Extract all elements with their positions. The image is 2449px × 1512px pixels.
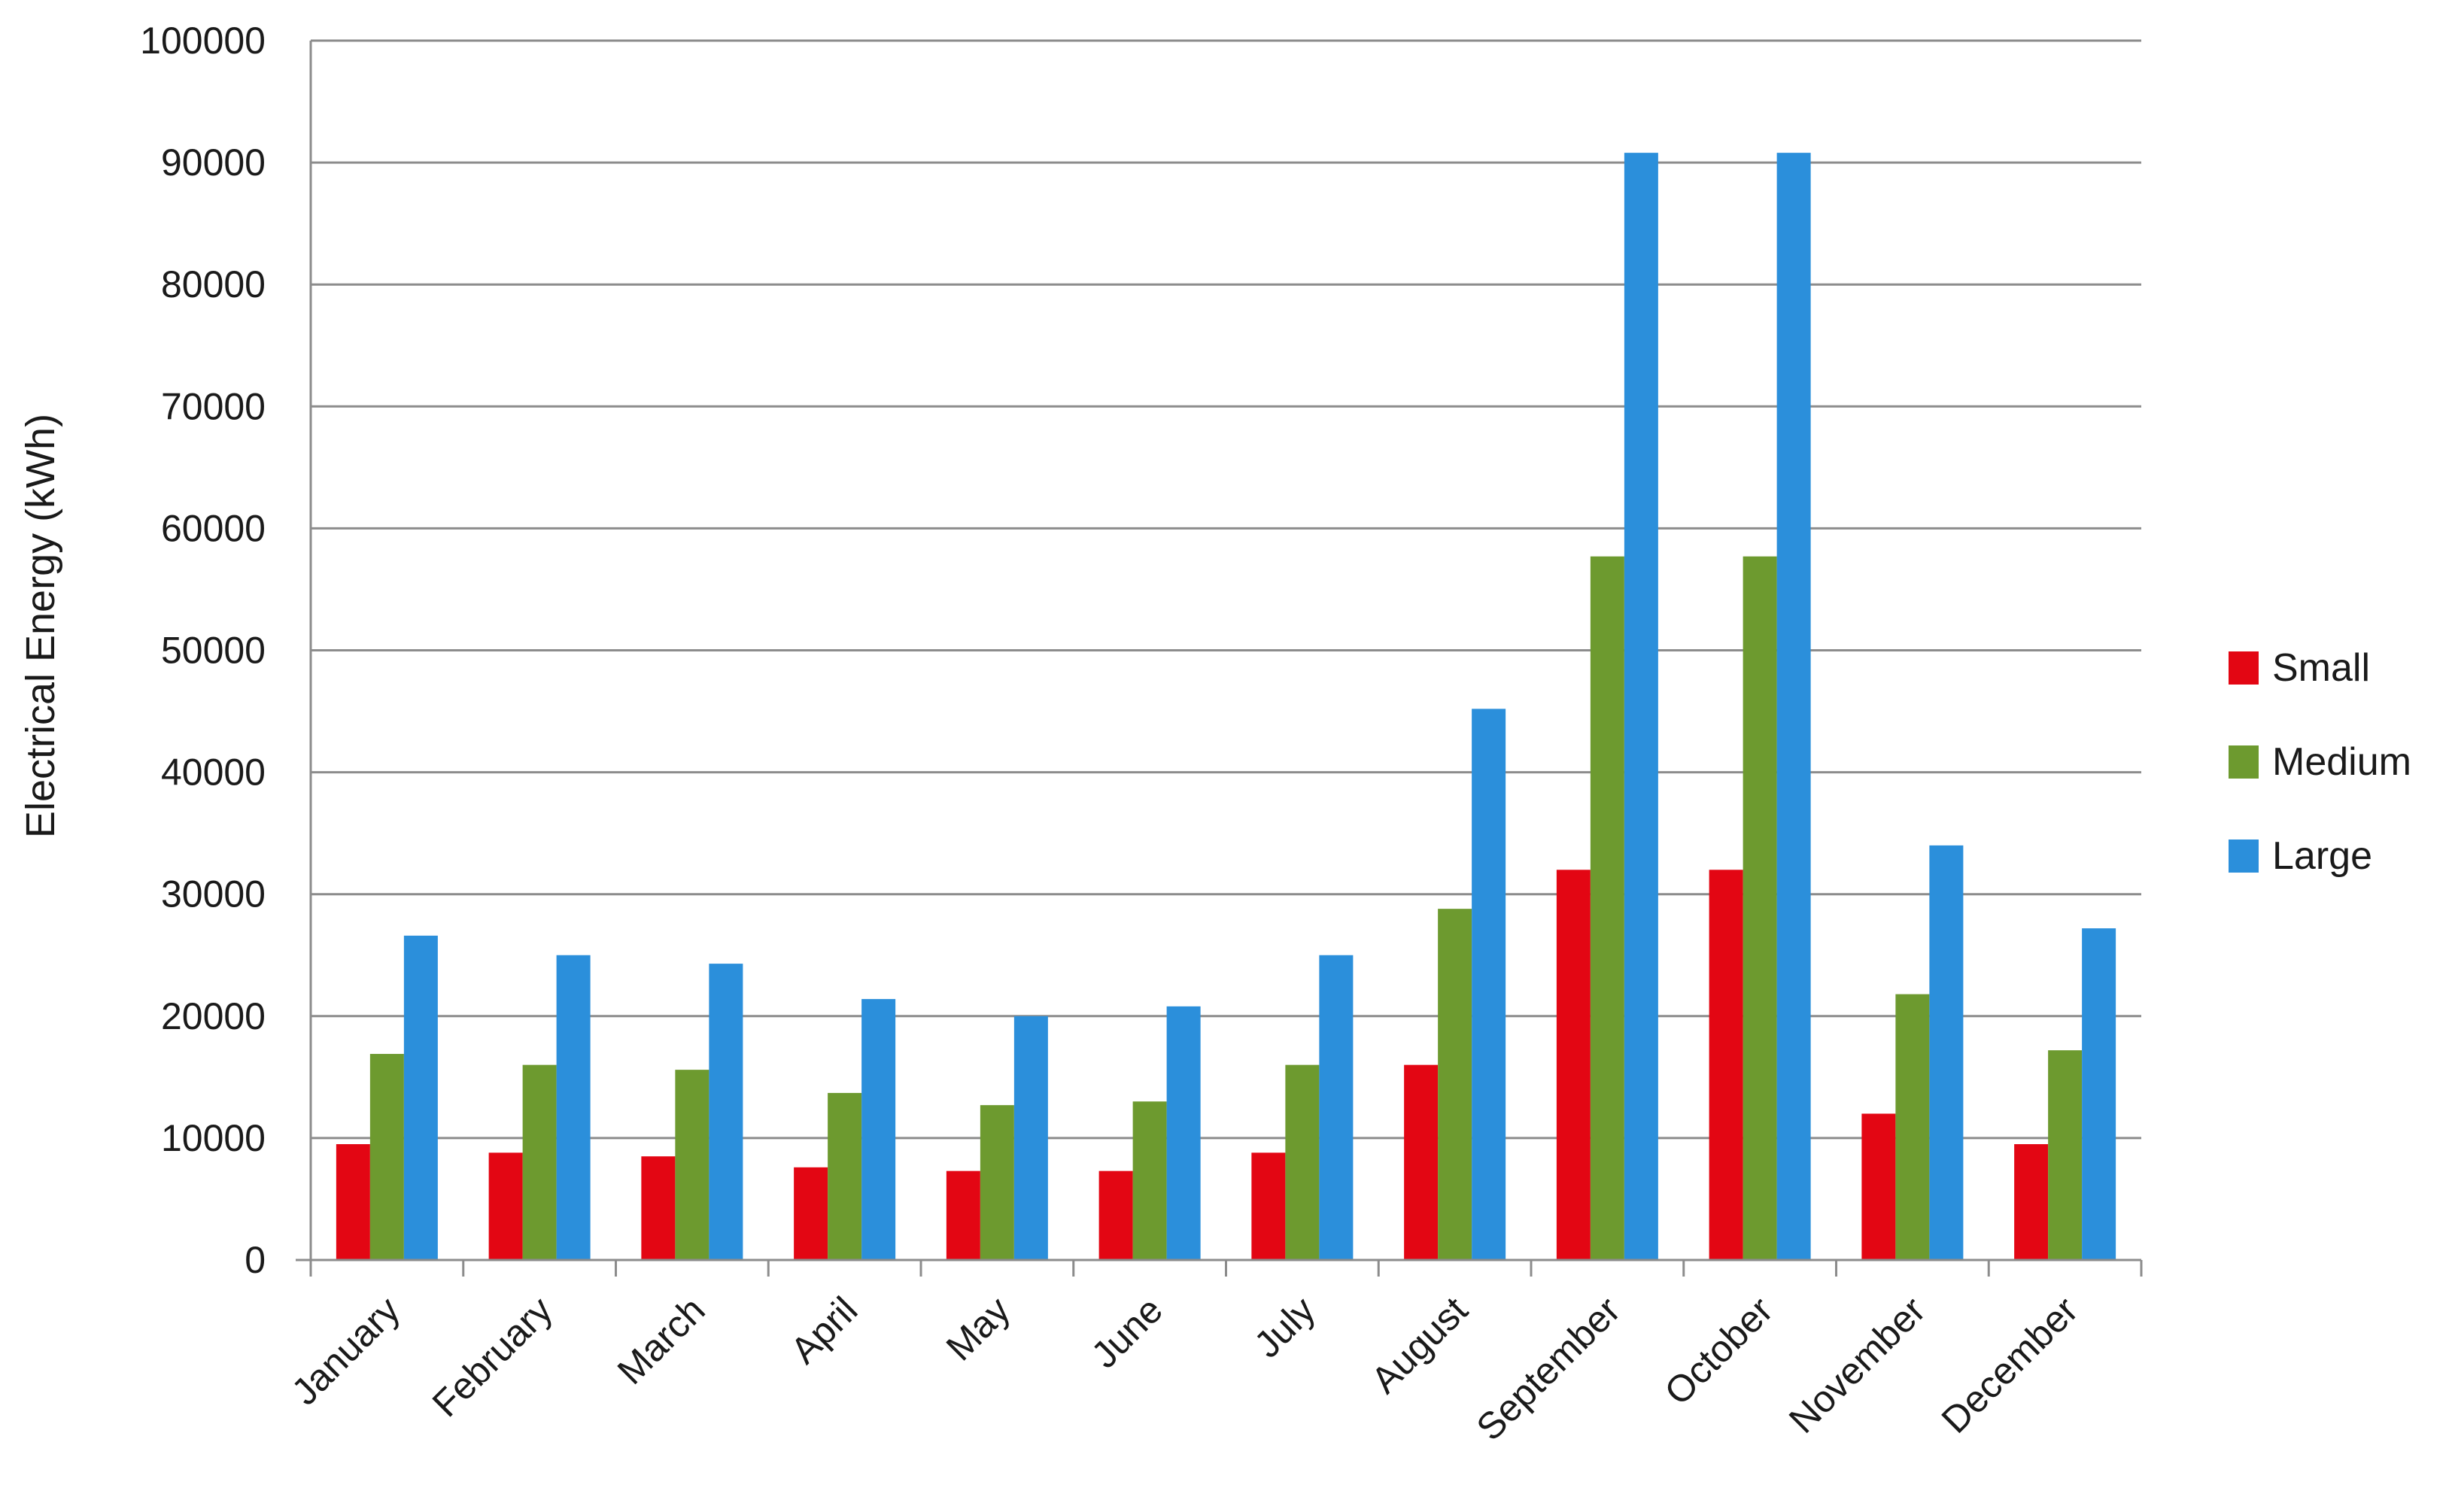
bar-large-august	[1472, 709, 1506, 1260]
bar-large-june	[1166, 1006, 1201, 1260]
bars-layer	[336, 153, 2116, 1261]
legend-swatch-medium	[2229, 745, 2259, 779]
bar-small-december	[2014, 1144, 2049, 1260]
y-tick-label: 90000	[161, 141, 266, 184]
y-tick-label: 40000	[161, 751, 266, 794]
bar-medium-july	[1285, 1064, 1320, 1260]
bar-medium-february	[522, 1064, 557, 1260]
bar-small-may	[946, 1170, 980, 1260]
bar-small-august	[1404, 1064, 1439, 1260]
x-tick-label: May	[938, 1289, 1018, 1368]
y-tick-label: 30000	[161, 873, 266, 915]
x-tick-label: January	[284, 1289, 408, 1413]
bar-medium-may	[980, 1105, 1014, 1260]
legend: Small Medium Large	[2229, 646, 2411, 878]
bar-small-april	[794, 1167, 828, 1260]
bar-large-march	[709, 964, 743, 1260]
legend-swatch-small	[2229, 651, 2259, 685]
bar-medium-june	[1132, 1101, 1167, 1260]
y-tick-label: 0	[245, 1239, 266, 1281]
x-tick-label: March	[609, 1289, 713, 1392]
y-tick-label: 70000	[161, 385, 266, 427]
bar-small-october	[1709, 870, 1743, 1260]
bar-large-april	[861, 999, 896, 1260]
bar-large-january	[403, 935, 438, 1260]
y-tick-label: 50000	[161, 630, 266, 672]
axis-layer	[296, 41, 2143, 1277]
bar-medium-april	[828, 1092, 862, 1260]
y-tick-labels: 0 10000 20000 30000 40000 50000 60000 70000 8000…	[140, 20, 266, 1281]
x-tick-label: December	[1934, 1289, 2086, 1441]
grid-layer	[311, 39, 2141, 1140]
bar-medium-august	[1438, 909, 1472, 1260]
bar-large-november	[1929, 845, 1964, 1260]
x-tick-label: February	[424, 1289, 561, 1425]
y-tick-label: 60000	[161, 507, 266, 549]
bar-small-february	[488, 1152, 523, 1260]
bar-medium-march	[675, 1070, 709, 1260]
x-tick-label: October	[1657, 1289, 1781, 1413]
x-tick-label: August	[1363, 1289, 1476, 1401]
bar-medium-november	[1895, 994, 1930, 1260]
legend-swatch-large	[2229, 839, 2259, 873]
bar-small-january	[336, 1144, 370, 1260]
bar-large-december	[2082, 928, 2116, 1260]
x-tick-labels: January February March April May June July Augu…	[284, 1289, 2086, 1449]
legend-label-medium: Medium	[2272, 740, 2411, 784]
bar-medium-december	[2048, 1050, 2083, 1260]
x-tick-label: July	[1246, 1289, 1323, 1365]
bar-large-february	[556, 955, 591, 1260]
bar-small-june	[1098, 1170, 1133, 1260]
bar-medium-january	[369, 1054, 404, 1260]
y-tick-label: 20000	[161, 995, 266, 1037]
bar-small-july	[1251, 1152, 1286, 1260]
y-tick-label: 100000	[140, 20, 266, 62]
bar-large-may	[1013, 1016, 1048, 1260]
bar-small-november	[1861, 1113, 1896, 1260]
x-tick-label: September	[1469, 1289, 1629, 1449]
y-axis-title: Electrical Energy (kWh)	[18, 414, 63, 838]
bar-small-september	[1556, 870, 1591, 1260]
bar-large-october	[1776, 153, 1811, 1261]
bar-small-march	[641, 1156, 676, 1260]
bar-large-july	[1319, 955, 1354, 1260]
x-tick-label: April	[782, 1289, 865, 1371]
bar-medium-september	[1590, 556, 1624, 1260]
bar-medium-october	[1743, 556, 1777, 1260]
legend-label-small: Small	[2272, 646, 2370, 690]
y-tick-label: 10000	[161, 1117, 266, 1159]
x-tick-label: November	[1781, 1289, 1934, 1441]
bar-large-september	[1624, 153, 1658, 1261]
x-tick-label: June	[1083, 1289, 1171, 1376]
y-tick-label: 80000	[161, 263, 266, 305]
legend-label-large: Large	[2272, 834, 2372, 878]
